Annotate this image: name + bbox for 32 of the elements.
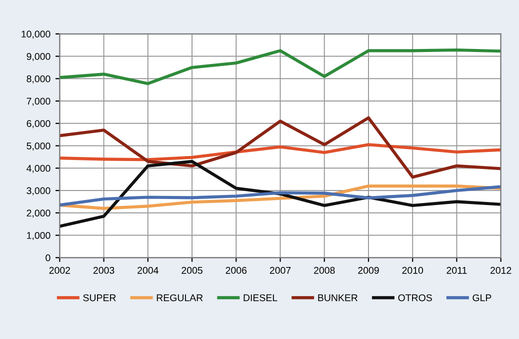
- y-tick-label: 7,000: [26, 98, 50, 106]
- x-tick-label: 2010: [402, 266, 424, 274]
- legend-label: GLP: [472, 294, 492, 302]
- x-tick-label: 2002: [49, 266, 70, 274]
- y-tick-label: 4,000: [26, 164, 50, 173]
- legend-label: REGULAR: [156, 294, 203, 302]
- legend-label: BUNKER: [318, 294, 358, 302]
- x-tick-label: 2011: [446, 266, 467, 274]
- line-series: [60, 143, 501, 162]
- x-tick-label: 2006: [226, 266, 247, 274]
- line-series: [60, 48, 501, 86]
- legend-label: OTROS: [398, 294, 432, 302]
- x-tick-label: 2009: [358, 266, 379, 274]
- line-series: [60, 116, 501, 179]
- x-tick-label: 2003: [93, 266, 114, 274]
- x-tick-label: 2008: [314, 266, 335, 274]
- y-tick-label: 1,000: [27, 232, 50, 240]
- y-tick-label: 9,000: [26, 53, 50, 62]
- x-tick-label: 2007: [270, 266, 291, 274]
- y-tick-label: 5,000: [26, 142, 50, 151]
- line-series: [60, 160, 501, 228]
- y-tick-label: 8,000: [26, 75, 50, 84]
- y-tick-label: 2,000: [26, 210, 50, 218]
- legend-label: DIESEL: [244, 294, 278, 302]
- y-tick-label: 6,000: [26, 120, 50, 128]
- x-tick-label: 2012: [490, 266, 512, 274]
- y-tick-label: 3,000: [26, 187, 50, 196]
- x-tick-label: 2005: [182, 266, 202, 274]
- y-tick-label: 0: [46, 254, 50, 262]
- legend-label: SUPER: [83, 294, 116, 302]
- y-tick-label: 10,000: [22, 30, 50, 39]
- x-tick-label: 2004: [138, 266, 158, 274]
